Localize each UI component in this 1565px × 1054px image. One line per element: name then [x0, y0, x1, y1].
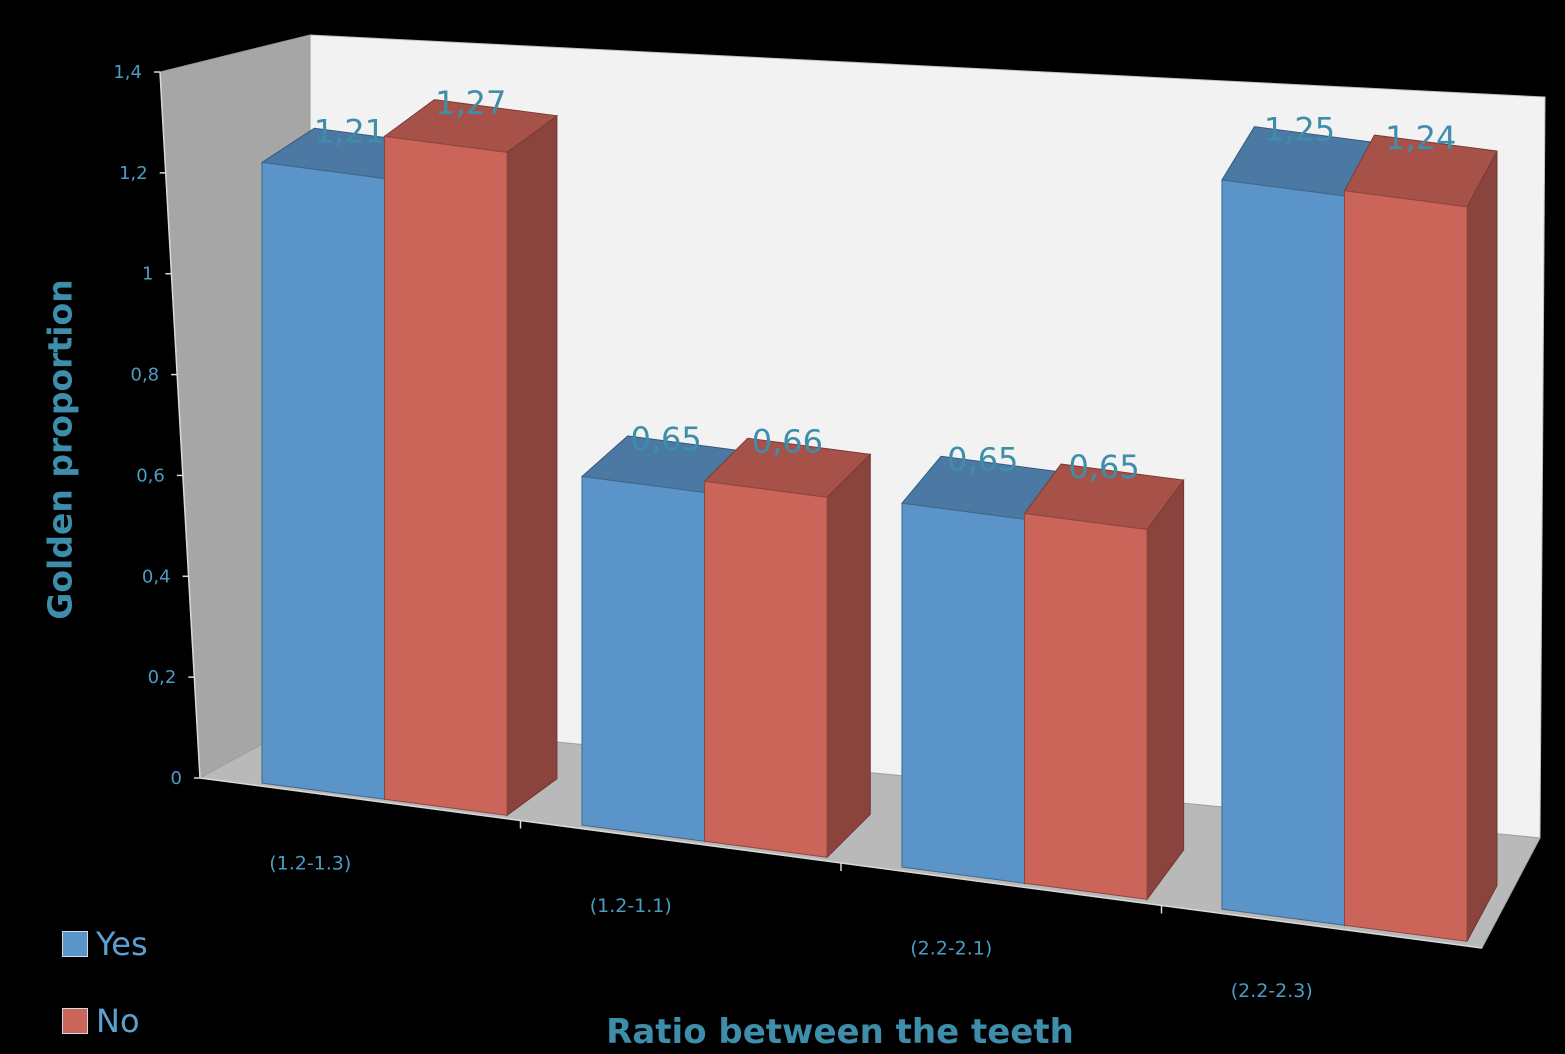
data-label-no: 1,27	[435, 84, 506, 122]
legend-item-yes: Yes	[62, 925, 148, 963]
bar-side-no	[826, 453, 871, 859]
bar-front-no	[384, 135, 508, 816]
y-tick-label: 1	[142, 264, 153, 285]
legend-swatch-yes	[62, 931, 88, 957]
data-label-no: 0,65	[1068, 448, 1139, 486]
legend-label-yes: Yes	[96, 925, 148, 963]
y-tick-label: 0	[171, 768, 182, 789]
y-tick-label: 0,8	[131, 365, 160, 386]
data-label-yes: 0,65	[947, 440, 1018, 478]
y-tick-label: 1,4	[113, 62, 142, 83]
legend-swatch-no	[62, 1008, 88, 1034]
data-label-no: 1,24	[1385, 119, 1456, 157]
x-tick-label: (2.2-2.3)	[1231, 980, 1313, 1002]
bar-front-yes	[261, 161, 386, 800]
data-label-yes: 1,21	[314, 112, 385, 150]
x-tick-label: (1.2-1.1)	[590, 895, 672, 917]
bar-front-yes	[581, 475, 706, 842]
data-label-yes: 1,25	[1264, 111, 1335, 149]
y-tick-label: 0,4	[142, 566, 171, 587]
bar-no	[703, 437, 872, 859]
legend-item-no: No	[62, 1002, 140, 1040]
bar-front-no	[1343, 190, 1468, 942]
y-tick-label: 1,2	[119, 163, 148, 184]
value-axis: 0 0,2 0,4 0,6 0,8 1 1,2 1,4	[113, 62, 201, 789]
y-tick-label: 0,2	[148, 667, 177, 688]
bar-no	[383, 99, 559, 817]
data-label-yes: 0,65	[630, 420, 701, 458]
bar-front-no	[704, 480, 828, 858]
bar-front-yes	[901, 502, 1026, 884]
y-tick-label: 0,6	[136, 465, 165, 486]
bar-group: 1,21 1,27 0,65 0,66 0,65 0,65 1,25 1,24	[260, 84, 1498, 942]
x-tick-label: (2.2-2.1)	[910, 937, 992, 959]
category-axis: (1.2-1.3) (1.2-1.1) (2.2-2.1) (2.2-2.3)	[199, 777, 1483, 1002]
bar-front-no	[1024, 512, 1148, 900]
bar-front-yes	[1221, 179, 1345, 926]
bar-no	[1023, 463, 1185, 901]
bar-side-no	[1466, 150, 1498, 942]
bar-no	[1343, 134, 1498, 942]
legend-label-no: No	[96, 1002, 140, 1040]
y-axis-title: Golden proportion	[40, 279, 80, 620]
x-axis-title: Ratio between the teeth	[606, 1012, 1074, 1052]
y-axis-line	[159, 71, 201, 779]
bar-side-no	[506, 114, 558, 817]
x-tick-label: (1.2-1.3)	[269, 852, 351, 874]
data-label-no: 0,66	[752, 422, 823, 460]
bar-side-no	[1146, 478, 1185, 901]
